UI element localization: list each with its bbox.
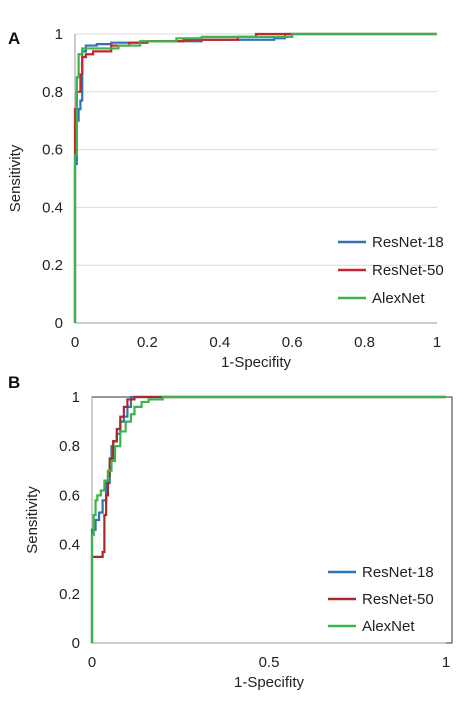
panel-a: A 0 0.2 0.4 0.6 0.8 1 0 0.2 0.4 0.6 0.8 1 1-Specifity…	[7, 26, 444, 371]
legend-label-resnet-50: ResNet-50	[372, 262, 444, 279]
panel-label: A	[8, 29, 20, 48]
series-line-resnet-50	[90, 395, 446, 643]
x-axis-label: 1-Specifity	[221, 354, 292, 371]
x-tick-label: 0.8	[354, 334, 375, 351]
legend-label-resnet-50: ResNet-50	[362, 591, 434, 608]
y-axis-label: Sensitivity	[7, 144, 24, 212]
x-tick-label: 0.6	[282, 334, 303, 351]
y-tick-label: 0.4	[59, 537, 80, 554]
y-axis-label: Sensitivity	[24, 486, 41, 554]
legend-label-alexnet: AlexNet	[362, 618, 415, 635]
series-line-resnet-50	[73, 32, 437, 323]
x-tick-label: 0.2	[137, 334, 158, 351]
x-tick-label: 0	[71, 334, 79, 351]
y-tick-label: 0	[72, 635, 80, 652]
x-tick-label: 1	[442, 654, 450, 671]
y-tick-label: 0.2	[59, 586, 80, 603]
y-tick-label: 0.6	[59, 487, 80, 504]
y-tick-label: 0.2	[42, 257, 63, 274]
x-tick-label: 0.5	[259, 654, 280, 671]
y-tick-label: 0.4	[42, 199, 63, 216]
series-line-alexnet	[90, 395, 446, 643]
y-tick-label: 0.6	[42, 142, 63, 159]
x-tick-label: 0.4	[209, 334, 230, 351]
series-line-alexnet	[73, 32, 437, 323]
y-tick-label: 0.8	[42, 84, 63, 101]
x-tick-label: 0	[88, 654, 96, 671]
panel-label: B	[8, 373, 20, 392]
x-tick-label: 1	[433, 334, 441, 351]
y-tick-label: 1	[72, 389, 80, 406]
series-line-resnet-18	[90, 395, 446, 643]
x-axis-label: 1-Specifity	[234, 674, 305, 691]
y-tick-label: 1	[55, 26, 63, 43]
y-tick-label: 0.8	[59, 438, 80, 455]
legend-label-alexnet: AlexNet	[372, 290, 425, 307]
legend-label-resnet-18: ResNet-18	[362, 564, 434, 581]
panel-b: B 0 0.2 0.4 0.6 0.8 1 0 0.5 1 1-Specifity Sensitivi…	[8, 373, 453, 691]
legend-label-resnet-18: ResNet-18	[372, 234, 444, 251]
y-tick-label: 0	[55, 315, 63, 332]
series-line-resnet-18	[73, 32, 437, 323]
